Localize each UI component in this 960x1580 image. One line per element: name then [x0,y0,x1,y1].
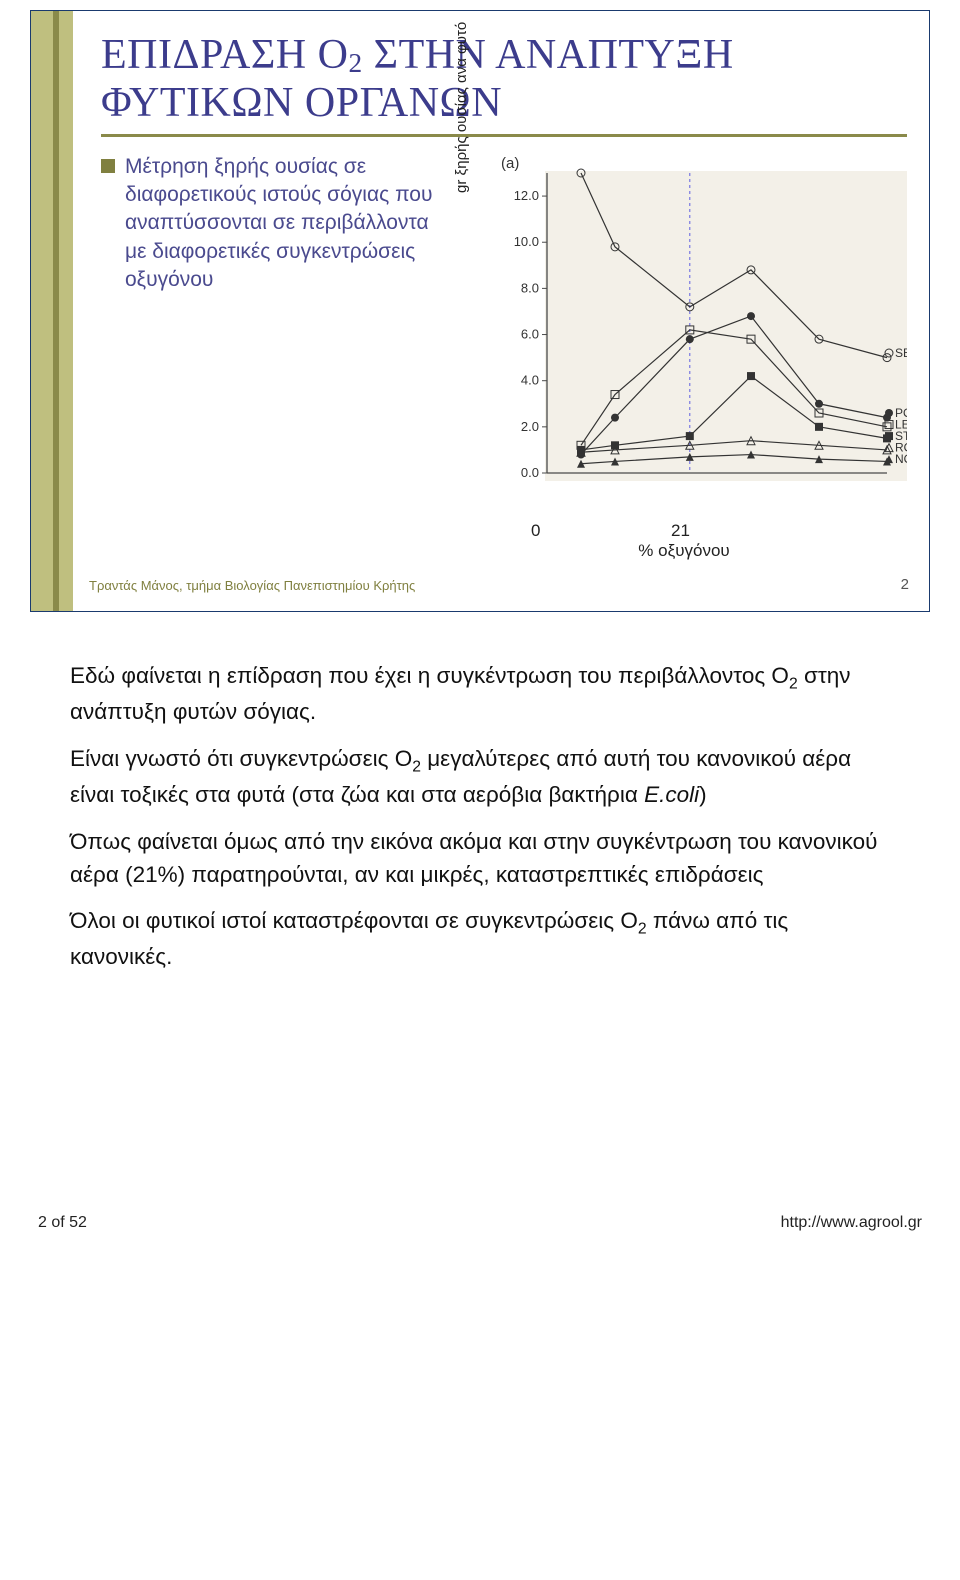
body-p4: Όλοι οι φυτικοί ιστοί καταστρέφονται σε … [70,905,890,974]
body-p2: Είναι γνωστό ότι συγκεντρώσεις O2 μεγαλύ… [70,743,890,812]
page-footer: 2 of 52 http://www.agrool.gr [30,1214,930,1246]
svg-text:10.0: 10.0 [514,234,539,249]
svg-text:6.0: 6.0 [521,326,539,341]
body-text: Εδώ φαίνεται η επίδραση που έχει η συγκέ… [70,660,890,974]
svg-text:0.0: 0.0 [521,465,539,480]
svg-text:4.0: 4.0 [521,372,539,387]
chart-area: gr ξηρής ουσίας ανα φυτό (a) 0.02.04.06.… [461,153,907,553]
slide-bullet-block: Μέτρηση ξηρής ουσίας σε διαφορετικούς ισ… [101,153,441,553]
svg-text:2.0: 2.0 [521,418,539,433]
svg-text:8.0: 8.0 [521,280,539,295]
slide-container: ΕΠΙΔΡΑΣΗ O2 ΣΤΗΝ ΑΝΑΠΤΥΞΗ ΦΥΤΙΚΩΝ ΟΡΓΑΝΩ… [30,10,930,612]
slide-footer-credit: Τραντάς Μάνος, τμήμα Βιολογίας Πανεπιστη… [89,578,415,593]
svg-text:NODULES: NODULES [895,452,907,466]
slide-title: ΕΠΙΔΡΑΣΗ O2 ΣΤΗΝ ΑΝΑΠΤΥΞΗ ΦΥΤΙΚΩΝ ΟΡΓΑΝΩ… [101,31,907,128]
page-footer-right: http://www.agrool.gr [781,1214,922,1232]
page-footer-left: 2 of 52 [38,1214,87,1232]
x-axis-label: % οξυγόνου [638,541,729,561]
slide-bullet-text: Μέτρηση ξηρής ουσίας σε διαφορετικούς ισ… [125,153,441,295]
svg-text:SEEDS: SEEDS [895,346,907,360]
slide-title-rule [101,134,907,137]
body-p1: Εδώ φαίνεται η επίδραση που έχει η συγκέ… [70,660,890,729]
chart-svg: 0.02.04.06.08.010.012.0SEEDSPODSLEAVESST… [487,153,907,513]
x-anno-21: 21 [671,521,690,541]
chart-y-axis-label: gr ξηρής ουσίας ανα φυτό [453,21,470,192]
slide-page-number: 2 [901,576,909,593]
bullet-marker-icon [101,159,115,173]
x-anno-0: 0 [531,521,540,541]
svg-text:12.0: 12.0 [514,188,539,203]
body-p3: Όπως φαίνεται όμως από την εικόνα ακόμα … [70,826,890,891]
